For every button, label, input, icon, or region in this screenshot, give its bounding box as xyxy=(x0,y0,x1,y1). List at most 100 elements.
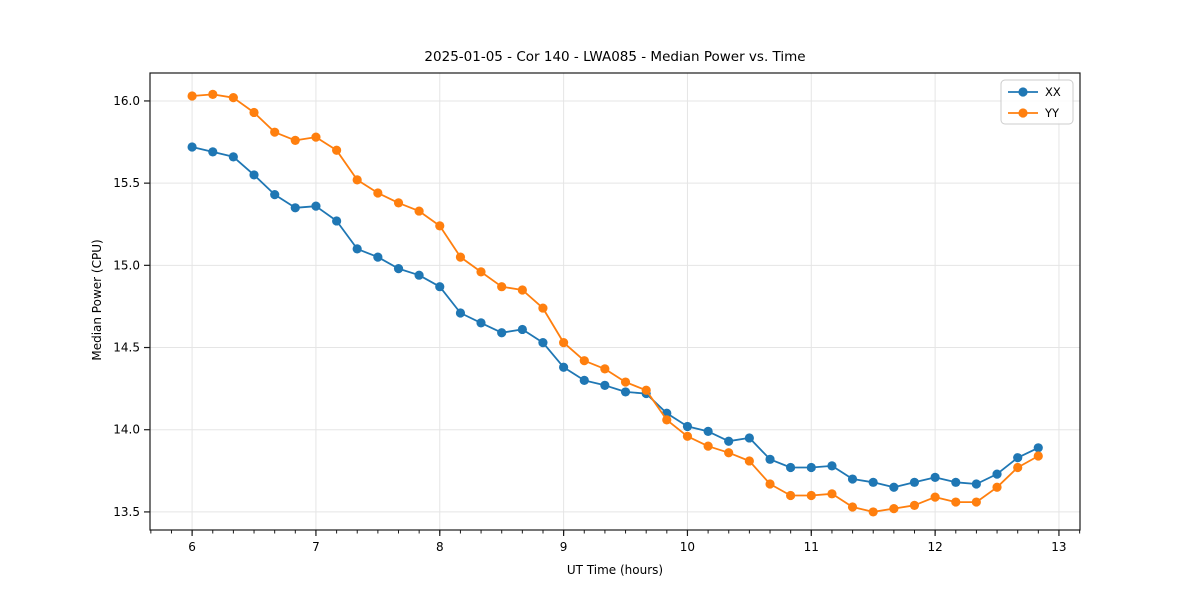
data-point-marker xyxy=(187,91,197,101)
legend-box xyxy=(1000,79,1074,125)
data-point-marker xyxy=(703,441,713,451)
data-point-marker xyxy=(352,244,362,254)
y-tick-label: 15.5 xyxy=(113,176,140,190)
data-point-marker xyxy=(971,479,981,489)
data-point-marker xyxy=(703,426,713,436)
data-point-marker xyxy=(332,216,342,226)
data-point-marker xyxy=(393,198,404,208)
data-point-marker xyxy=(579,356,589,366)
data-point-marker xyxy=(187,142,197,152)
series-line-xx xyxy=(191,146,1039,489)
x-tick-label: 6 xyxy=(188,540,196,554)
data-point-marker xyxy=(497,328,507,338)
legend-item-xx: XX xyxy=(1008,85,1061,99)
data-point-marker xyxy=(724,436,734,446)
data-point-marker xyxy=(435,221,445,231)
data-point-marker xyxy=(352,175,362,185)
data-point-marker xyxy=(641,385,651,395)
y-tick-label: 16.0 xyxy=(113,94,140,108)
legend-sample-marker xyxy=(1018,108,1028,118)
data-point-marker xyxy=(827,461,837,471)
data-point-marker xyxy=(249,107,259,118)
data-point-marker xyxy=(847,502,858,512)
data-point-marker xyxy=(806,462,816,473)
series-xx xyxy=(187,142,1043,492)
data-point-marker xyxy=(1033,451,1043,461)
data-point-marker xyxy=(930,492,940,502)
data-point-marker xyxy=(847,474,858,484)
legend-label: YY xyxy=(1044,106,1060,120)
data-point-marker xyxy=(992,469,1002,479)
y-axis: 13.5 14.0 14.5 15.0 15.5 16.0 xyxy=(113,94,150,519)
data-point-marker xyxy=(827,489,837,499)
data-point-marker xyxy=(476,267,486,277)
data-point-marker xyxy=(373,252,383,262)
data-point-marker xyxy=(332,145,342,155)
data-point-marker xyxy=(1033,443,1043,453)
data-point-marker xyxy=(559,337,569,348)
data-point-marker xyxy=(228,93,238,103)
data-point-marker xyxy=(373,188,383,198)
legend-label: XX xyxy=(1045,85,1061,99)
data-point-marker xyxy=(435,282,445,292)
data-point-marker xyxy=(455,252,466,262)
data-point-marker xyxy=(724,448,734,458)
x-tick-label: 11 xyxy=(804,540,819,554)
x-tick-label: 7 xyxy=(312,540,320,554)
data-point-marker xyxy=(951,477,961,487)
data-point-marker xyxy=(620,377,631,387)
data-point-marker xyxy=(311,132,321,142)
data-point-marker xyxy=(620,387,631,397)
data-point-marker xyxy=(930,472,940,482)
grid-lines xyxy=(150,73,1080,530)
data-point-marker xyxy=(600,380,610,390)
data-point-marker xyxy=(971,497,981,507)
data-point-marker xyxy=(476,318,486,328)
data-point-marker xyxy=(868,507,878,517)
x-axis-label: UT Time (hours) xyxy=(566,563,664,577)
data-point-marker xyxy=(765,454,775,464)
x-tick-label: 10 xyxy=(680,540,695,554)
data-point-marker xyxy=(682,431,693,441)
data-point-marker xyxy=(517,285,527,295)
data-point-marker xyxy=(270,127,280,137)
data-point-marker xyxy=(806,490,816,501)
data-point-marker xyxy=(868,477,878,487)
data-point-marker xyxy=(785,462,796,473)
data-point-marker xyxy=(682,421,693,432)
data-point-marker xyxy=(393,264,404,274)
data-point-marker xyxy=(538,337,548,348)
legend-item-yy: YY xyxy=(1008,106,1060,120)
data-point-marker xyxy=(992,482,1002,492)
data-point-marker xyxy=(290,135,300,145)
y-tick-label: 14.0 xyxy=(113,423,140,437)
data-point-marker xyxy=(662,415,672,425)
legend-sample-marker xyxy=(1018,87,1028,97)
x-tick-label: 13 xyxy=(1051,540,1066,554)
data-point-marker xyxy=(1013,462,1023,473)
data-point-marker xyxy=(1013,453,1023,463)
data-point-marker xyxy=(228,152,238,162)
data-point-marker xyxy=(249,170,259,180)
data-point-marker xyxy=(579,375,589,386)
plot-border xyxy=(149,72,1081,531)
data-point-marker xyxy=(765,479,775,489)
legend: XX YY xyxy=(1000,79,1074,125)
series-line-yy xyxy=(192,93,1039,513)
y-tick-label: 13.5 xyxy=(113,505,140,519)
data-point-marker xyxy=(311,201,321,211)
data-point-marker xyxy=(208,89,218,99)
x-tick-label: 9 xyxy=(560,540,568,554)
x-axis: 6 7 8 9 10 11 12 13 xyxy=(188,530,1067,554)
data-point-marker xyxy=(559,362,569,372)
data-point-marker xyxy=(290,203,300,213)
y-tick-label: 14.5 xyxy=(113,341,140,355)
data-point-marker xyxy=(208,147,218,157)
data-point-marker xyxy=(538,303,548,313)
data-point-marker xyxy=(744,433,754,443)
x-tick-label: 12 xyxy=(927,540,942,554)
data-point-marker xyxy=(909,500,920,510)
data-point-marker xyxy=(600,364,610,374)
chart-title: 2025-01-05 - Cor 140 - LWA085 - Median P… xyxy=(424,49,806,65)
